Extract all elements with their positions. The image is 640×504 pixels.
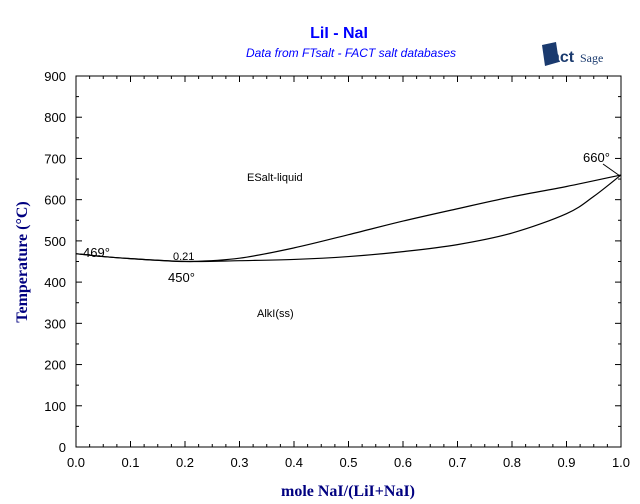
logo-text: act (551, 49, 575, 66)
label-minimum-temperature: 450° (168, 270, 195, 285)
plot-frame (75, 75, 622, 448)
chart-title: LiI - NaI (310, 25, 368, 42)
x-tick-label: 0.2 (176, 455, 194, 470)
curves (75, 174, 622, 263)
y-axis-label: Temperature (°C) (14, 201, 31, 322)
y-tick-label: 600 (44, 193, 66, 208)
y-tick-label: 300 (44, 316, 66, 331)
x-tick-label: 0.3 (230, 455, 248, 470)
factsage-logo: act Sage (542, 42, 603, 66)
x-tick-label: 0.0 (67, 455, 85, 470)
label-solid-region: AlkI(ss) (257, 308, 294, 320)
y-tick-label: 400 (44, 275, 66, 290)
y-tick-label: 800 (44, 110, 66, 125)
solidus-curve (75, 174, 622, 263)
x-axis-label: mole NaI/(LiI+NaI) (281, 483, 415, 500)
x-tick-label: 0.6 (394, 455, 412, 470)
x-tick-label: 0.8 (503, 455, 521, 470)
label-left-melting-point: 469° (83, 245, 110, 260)
y-tick-label: 0 (59, 440, 66, 455)
label-minimum-composition: 0.21 (173, 251, 194, 263)
y-tick-label: 200 (44, 358, 66, 373)
x-tick-label: 0.7 (448, 455, 466, 470)
label-liquid-region: ESalt-liquid (247, 172, 303, 184)
y-tick-label: 500 (44, 234, 66, 249)
logo-text-2: Sage (580, 51, 603, 65)
y-tick-label: 900 (44, 69, 66, 84)
chart-subtitle: Data from FTsalt - FACT salt databases (246, 46, 456, 60)
x-tick-label: 0.1 (121, 455, 139, 470)
right-melting-point-pointer (602, 163, 621, 177)
logo-mark-icon (542, 42, 559, 66)
y-tick-label: 700 (44, 151, 66, 166)
label-right-melting-point: 660° (583, 150, 610, 165)
liquidus-curve (75, 174, 622, 263)
x-tick-label: 0.9 (557, 455, 575, 470)
x-tick-label: 0.5 (339, 455, 357, 470)
axis-ticks: 0.0 0.1 0.2 0.3 0.4 0.5 0.6 0.7 0.8 0.9 1.0 0 100 200… (44, 69, 630, 470)
y-tick-label: 100 (44, 399, 66, 414)
x-tick-label: 1.0 (612, 455, 630, 470)
x-tick-label: 0.4 (285, 455, 303, 470)
